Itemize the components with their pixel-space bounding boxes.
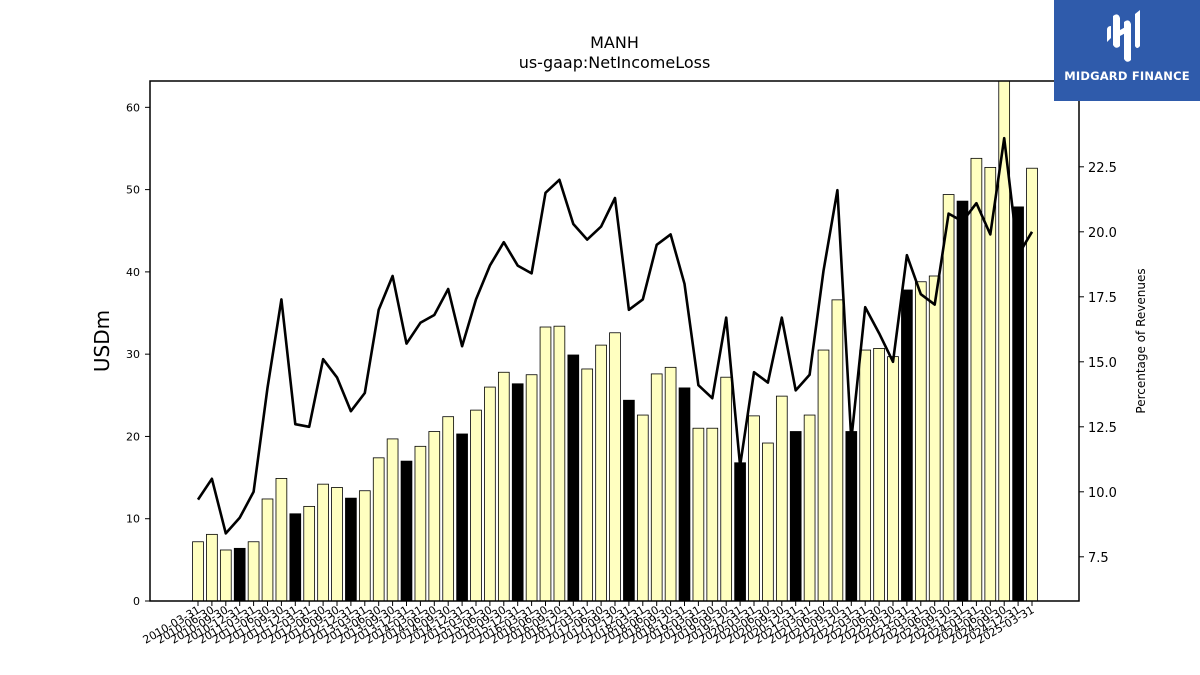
bar [650,373,663,602]
bar [901,289,913,602]
y-axis-label: USDm [90,310,114,372]
bar [192,541,204,602]
bar [748,415,760,602]
bar [1012,206,1024,602]
bar [456,433,468,602]
bar [692,427,705,602]
bar [289,513,302,602]
bar [442,416,455,602]
bar [303,505,316,602]
bar [275,478,288,602]
bar [358,490,371,602]
bar [525,374,538,602]
bar [664,366,677,602]
bar [511,383,524,602]
bar [928,275,941,602]
bar [831,299,844,602]
bar [942,194,955,602]
bar [386,438,399,602]
bar [803,414,816,602]
brand-name: MIDGARD FINANCE [1064,69,1190,83]
bar [400,460,413,602]
bar [914,281,927,602]
y-tick-label: 50 [126,184,140,197]
bar [595,344,607,602]
bar [372,457,385,602]
y-axis-right: 7.5 10.0 12.5 15.0 17.5 20.0 22.5 [1079,161,1117,566]
bar [484,386,496,602]
bar [956,200,969,602]
brand-logo: MIDGARD FINANCE [1054,0,1200,101]
bar [859,349,872,602]
y2-tick-label: 10.0 [1088,486,1117,501]
chart-subtitle: us-gaap:NetIncomeLoss [519,53,711,72]
bar [873,348,885,602]
bar [762,442,774,602]
brand-mark-icon [1107,10,1140,62]
bar [470,409,482,602]
bar [609,332,621,602]
bar [581,368,594,602]
y2-tick-label: 20.0 [1088,226,1117,241]
bar [331,487,343,602]
y2-axis-label: Percentage of Revenues [1134,268,1148,413]
y-tick-label: 30 [126,348,140,361]
bar [636,414,649,602]
bar [734,462,746,602]
bar-series [192,80,1038,602]
y2-tick-label: 17.5 [1088,291,1117,306]
chart-title: MANH [590,33,639,52]
bar [317,483,329,602]
y2-tick-label: 22.5 [1088,161,1117,176]
y2-tick-label: 7.5 [1088,551,1109,566]
bar [706,427,719,602]
bar [789,431,802,602]
bar [775,395,788,602]
x-axis: 2010-03-312010-06-302010-09-302010-12-31… [141,601,1037,647]
y-tick-label: 10 [126,513,140,526]
bar [678,387,691,602]
bar [206,533,218,602]
bar [261,498,274,602]
y-axis-left: 0 10 20 30 40 50 60 [126,101,150,608]
bar [887,356,899,602]
bar [345,497,357,602]
bar [247,541,260,602]
bar [567,354,580,602]
bar [970,157,983,602]
bar [817,349,830,602]
y-tick-label: 40 [126,266,140,279]
bar [623,399,635,602]
bar [845,431,858,602]
y-tick-label: 20 [126,430,140,443]
bar [497,371,510,602]
bar [219,549,232,602]
y-tick-label: 0 [133,595,140,608]
bar [720,376,733,602]
y2-tick-label: 12.5 [1088,421,1117,436]
bar [428,431,441,602]
bar [414,445,427,602]
ratio-line [196,136,1034,535]
y-tick-label: 60 [126,101,140,114]
y2-tick-label: 15.0 [1088,356,1117,371]
bar [233,547,246,602]
bar [553,325,566,602]
bar [539,326,552,602]
